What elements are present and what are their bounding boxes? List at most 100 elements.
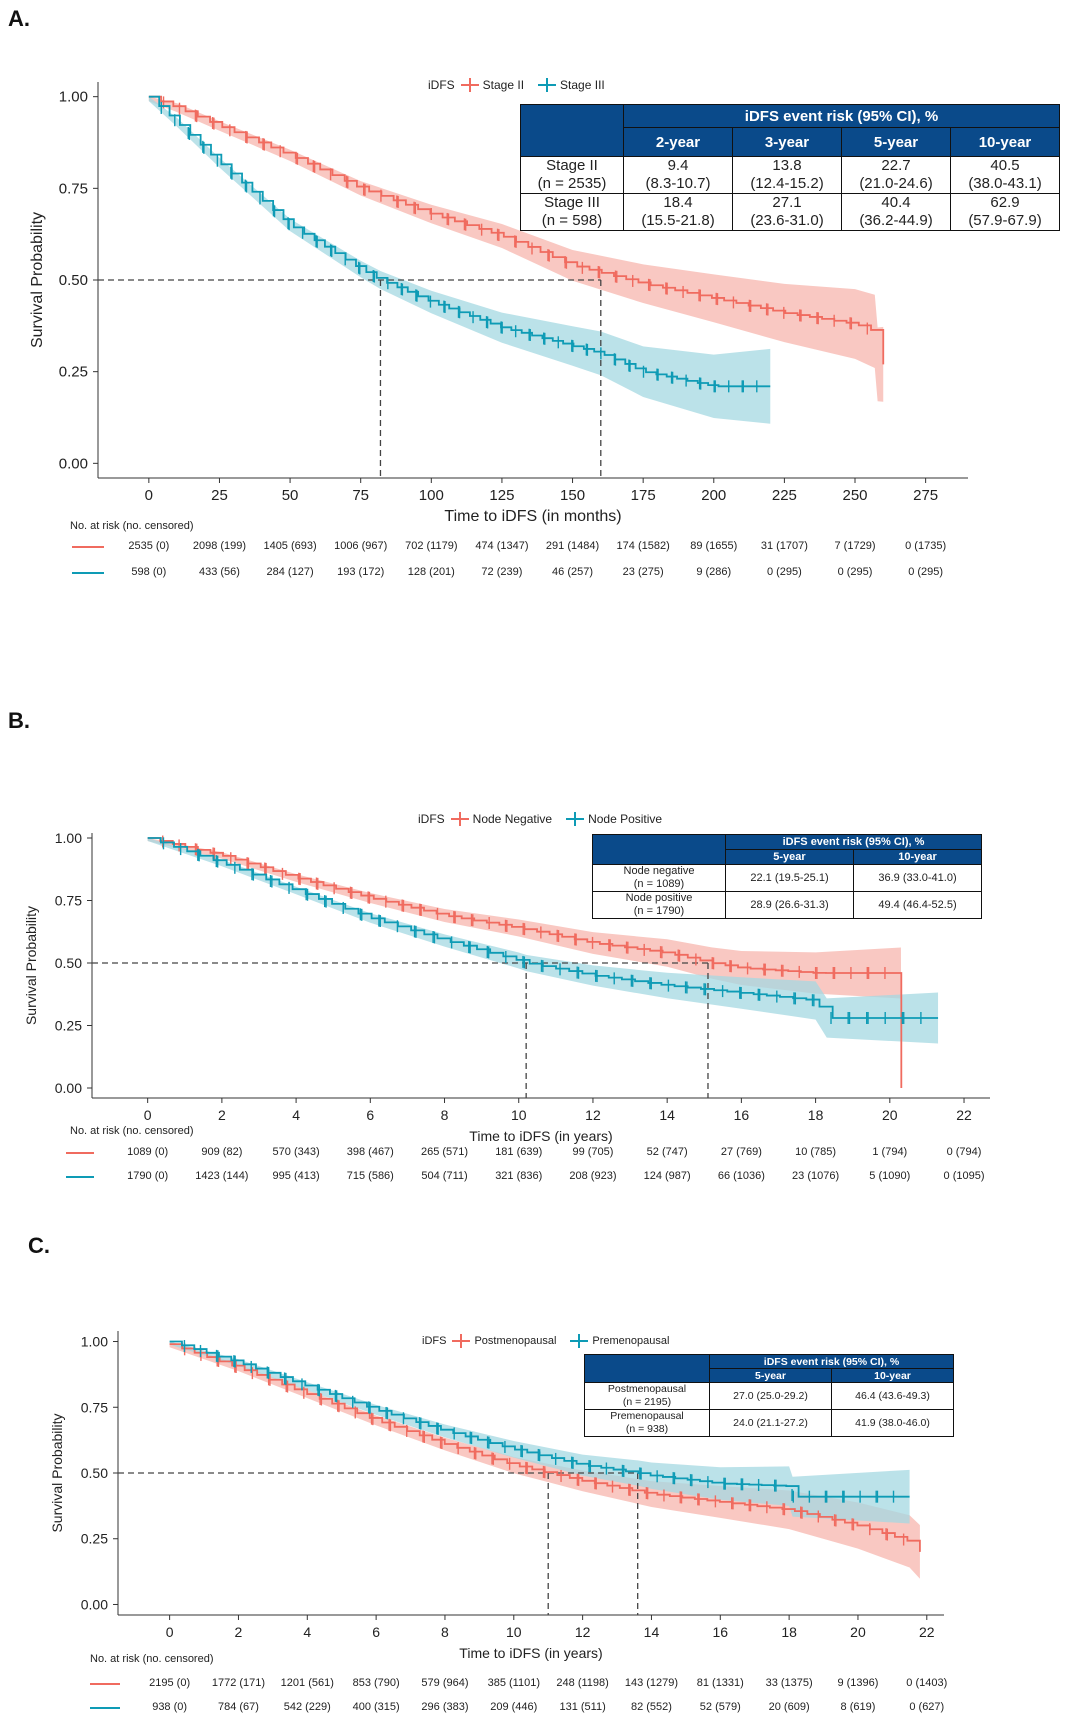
at-risk-title: No. at risk (no. censored): [70, 520, 194, 532]
x-tick-label: 6: [372, 1624, 380, 1640]
y-tick-label: 1.00: [59, 89, 88, 106]
risk-table-header-row: iDFS event risk (95% CI), %: [584, 1354, 954, 1383]
x-tick-label: 18: [781, 1624, 797, 1640]
risk-row-label: Node positive (n = 1790): [592, 891, 726, 919]
confidence-band: [169, 1341, 920, 1579]
x-tick-label: 0: [144, 1107, 152, 1123]
at-risk-value: 66 (1036): [717, 1170, 765, 1182]
legend-item-premenopausal: Premenopausal: [570, 1334, 669, 1348]
km-chart-a: 0.00 0.25 0.50 0.75 1.00 0 25 50 75 100 125 150 175 2…: [29, 82, 968, 525]
risk-cell: 24.0 (21.1-27.2): [709, 1409, 832, 1437]
x-tick-label: 16: [734, 1107, 750, 1123]
legend-label: Node Negative: [472, 812, 553, 826]
risk-table-a: iDFS event risk (95% CI), % 2-year 3-yea…: [520, 104, 1060, 231]
at-risk-value: 89 (1655): [690, 540, 738, 552]
x-tick-label: 25: [211, 487, 228, 504]
y-axis-label: Survival Probability: [49, 1413, 65, 1532]
at-risk-value: 1006 (967): [334, 540, 388, 552]
at-risk-value: 2195 (0): [149, 1677, 191, 1689]
x-tick-label: 150: [560, 487, 585, 504]
x-tick-label: 10: [506, 1624, 522, 1640]
legend-label: Stage III: [560, 78, 605, 92]
at-risk-value: 570 (343): [272, 1146, 320, 1158]
at-risk-value: 52 (579): [699, 1701, 741, 1713]
y-axis-label: Survival Probability: [29, 212, 46, 348]
at-risk-value: 1 (794): [872, 1146, 908, 1158]
x-tick-label: 16: [713, 1624, 729, 1640]
risk-row-label: Stage II (n = 2535): [520, 156, 624, 194]
x-axis-label: Time to iDFS (in months): [444, 508, 621, 525]
legend-a: iDFS Stage II Stage III: [428, 78, 613, 92]
risk-cell: 27.0 (25.0-29.2): [709, 1382, 832, 1410]
at-risk-line-teal: [72, 572, 104, 574]
at-risk-title: No. at risk (no. censored): [90, 1653, 214, 1665]
y-tick-label: 0.50: [55, 955, 82, 971]
at-risk-value: 131 (511): [559, 1701, 606, 1713]
at-risk-value: 715 (586): [346, 1170, 394, 1182]
at-risk-line-teal: [66, 1176, 94, 1178]
x-tick-label: 200: [701, 487, 726, 504]
at-risk-value: 99 (705): [572, 1146, 614, 1158]
x-tick-label: 225: [772, 487, 797, 504]
at-risk-value: 291 (1484): [545, 540, 600, 552]
legend-swatch-icon: [570, 1334, 589, 1348]
x-tick-label: 0: [145, 487, 153, 504]
risk-row-stage-iii: Stage III (n = 598) 18.4 (15.5-21.8) 27.1(…: [520, 193, 1060, 231]
risk-cell: 22.1 (19.5-25.1): [725, 864, 854, 892]
risk-table-corner: [520, 104, 624, 157]
risk-col-10-year: 10-year: [831, 1368, 954, 1383]
risk-col-10-year: 10-year: [853, 849, 982, 865]
risk-table-corner: [584, 1354, 710, 1383]
x-tick-label: 100: [419, 487, 444, 504]
at-risk-value: 398 (467): [346, 1146, 394, 1158]
x-tick-label: 50: [282, 487, 299, 504]
risk-col-10-year: 10-year: [950, 127, 1060, 157]
x-tick-label: 8: [441, 1624, 449, 1640]
x-tick-label: 12: [585, 1107, 601, 1123]
panel-a-letter: A.: [8, 6, 30, 31]
at-risk-value: 0 (295): [908, 566, 944, 578]
survival-curve-teal: [147, 837, 939, 1019]
x-tick-label: 0: [166, 1624, 174, 1640]
at-risk-value: 82 (552): [630, 1701, 672, 1713]
x-tick-label: 250: [842, 487, 867, 504]
legend-label: Stage II: [482, 78, 525, 92]
x-tick-label: 4: [292, 1107, 300, 1123]
legend-title: iDFS: [422, 1335, 447, 1347]
at-risk-value: 9 (286): [696, 566, 732, 578]
x-tick-label: 18: [808, 1107, 824, 1123]
risk-row-postmenopausal: Postmenopausal (n = 2195) 27.0 (25.0-29.2…: [584, 1382, 954, 1410]
y-tick-label: 0.75: [55, 893, 82, 909]
at-risk-value: 0 (627): [909, 1701, 945, 1713]
at-risk-value: 143 (1279): [624, 1677, 679, 1689]
survival-curve-teal: [148, 95, 771, 388]
at-risk-value: 1790 (0): [127, 1170, 169, 1182]
at-risk-value: 1405 (693): [263, 540, 317, 552]
risk-table-b: iDFS event risk (95% CI), % 5-year 10-ye…: [592, 834, 982, 919]
at-risk-value: 385 (1101): [487, 1677, 540, 1689]
at-risk-value: 296 (383): [421, 1701, 469, 1713]
at-risk-value: 33 (1375): [765, 1677, 813, 1689]
y-tick-label: 0.00: [55, 1080, 82, 1096]
y-tick-label: 0.25: [55, 1018, 82, 1034]
at-risk-value: 9 (1396): [837, 1677, 879, 1689]
panel-c-letter: C.: [28, 1233, 50, 1258]
risk-row-premenopausal: Premenopausal (n = 938) 24.0 (21.1-27.2) …: [584, 1409, 954, 1437]
risk-cell: 40.4 (36.2-44.9): [841, 193, 951, 231]
risk-row-node-negative: Node negative (n = 1089) 22.1 (19.5-25.1)…: [592, 864, 982, 892]
at-risk-value: 23 (1076): [792, 1170, 840, 1182]
legend-item-node-positive: Node Positive: [566, 812, 662, 826]
risk-table-columns: 5-year 10-year: [593, 849, 982, 865]
at-risk-value: 321 (836): [495, 1170, 543, 1182]
y-tick-label: 0.00: [59, 455, 88, 472]
risk-table-columns: 2-year 3-year 5-year 10-year: [521, 127, 1060, 157]
risk-col-2-year: 2-year: [623, 127, 733, 157]
risk-cell: 36.9 (33.0-41.0): [853, 864, 982, 892]
at-risk-value: 284 (127): [266, 566, 314, 578]
legend-label: Premenopausal: [592, 1335, 670, 1347]
risk-cell: 46.4 (43.6-49.3): [831, 1382, 954, 1410]
at-risk-value: 5 (1090): [869, 1170, 911, 1182]
at-risk-value: 81 (1331): [696, 1677, 744, 1689]
x-tick-label: 175: [631, 487, 656, 504]
